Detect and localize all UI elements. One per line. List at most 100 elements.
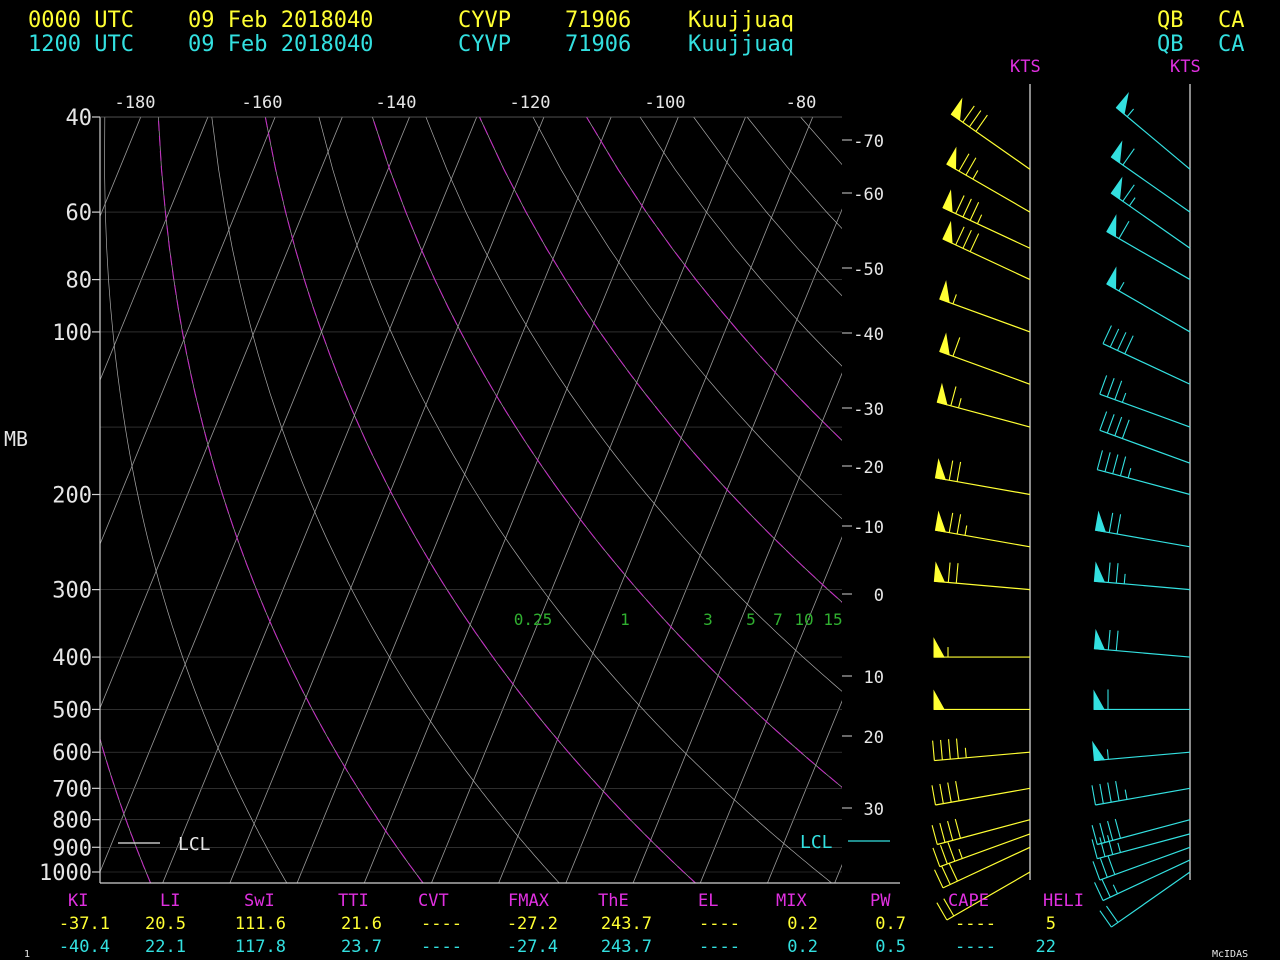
wind-barb-shaft: [1097, 469, 1191, 496]
wind-barb-flag: [1091, 785, 1097, 806]
isotherm-line: [431, 117, 746, 883]
pressure-tick-label: 800: [52, 809, 92, 834]
wind-barb-shaft: [1111, 156, 1191, 213]
wind-barb-half-flag: [958, 848, 963, 859]
wind-barb-flag: [1116, 514, 1122, 535]
wind-barb-flag: [1107, 562, 1111, 583]
mixing-ratio-label: 5: [746, 610, 756, 629]
wind-barb: [936, 871, 1031, 921]
wind-barb-shaft: [937, 401, 1031, 428]
wind-barb: [1092, 846, 1191, 881]
wind-barb-flag: [969, 202, 980, 221]
wind-barb-half-flag: [976, 214, 983, 224]
wind-barb-half-flag: [1128, 197, 1136, 207]
pressure-unit-label: MB: [4, 427, 28, 451]
wind-barb-flag: [931, 825, 938, 845]
lcl-label: LCL: [178, 834, 211, 855]
wind-barb: [1115, 92, 1191, 170]
indices-row-1200: -40.4 22.1 117.8 23.7 ---- -27.4 243.7 -…: [59, 937, 1056, 957]
plot-frame: [92, 116, 900, 884]
wind-barb-flag: [1118, 220, 1130, 239]
wind-barb-flag: [962, 198, 972, 218]
isotherm-line: [632, 372, 842, 883]
pressure-tick-label: 700: [52, 777, 92, 802]
wind-barb-flag: [1107, 835, 1114, 855]
wind-barb-pennant: [1106, 266, 1117, 290]
lcl-marker-0000: LCL: [118, 834, 211, 855]
wind-barb: [1094, 510, 1191, 548]
header-country: CA: [1218, 8, 1245, 33]
index-header: MIX: [776, 891, 807, 911]
wind-barb-pennant: [939, 280, 950, 304]
wind-barb-flag: [947, 820, 954, 841]
background-lines: [100, 117, 842, 883]
wind-barb-flag: [1105, 905, 1119, 923]
wind-barb-half-flag: [972, 170, 979, 180]
wind-barb-shaft: [942, 207, 1031, 249]
wind-barb-shaft: [1106, 231, 1191, 281]
wind-barb-flag: [1112, 454, 1119, 474]
index-value: -37.1: [59, 914, 110, 934]
wind-barb-pennant: [1110, 140, 1123, 164]
mixing-ratio-label: 1: [620, 610, 630, 629]
header-time: 1200 UTC: [28, 32, 134, 57]
wind-barb-flag: [948, 512, 954, 533]
header-row-1200: 1200 UTC 09 Feb 2018040 CYVP 71906 Kuujj…: [28, 32, 1245, 57]
mixing-ratio-label: 15: [823, 610, 842, 629]
right-temperature-tick-label: -40: [853, 325, 884, 345]
index-value: 0.2: [787, 937, 818, 957]
header-date: 09 Feb 2018040: [188, 8, 373, 33]
wind-barb-flag: [955, 738, 959, 759]
wind-barb-flag: [1099, 837, 1106, 857]
wind-barb-flag: [1099, 910, 1112, 928]
isotherm-line: [229, 117, 545, 883]
index-value: 5: [1046, 914, 1056, 934]
index-value: ----: [421, 914, 462, 934]
wind-barb-flag: [1099, 858, 1108, 878]
wind-barb: [936, 382, 1031, 428]
wind-barb-pennant: [942, 189, 953, 213]
wind-barb-flag: [948, 739, 951, 760]
wind-barb: [934, 458, 1031, 496]
wind-barb-half-flag: [1121, 392, 1127, 403]
pressure-tick-label: 1000: [39, 861, 92, 886]
wind-barb-flag: [968, 110, 982, 128]
index-header: ThE: [598, 891, 629, 911]
wind-barb-shaft: [1095, 529, 1191, 548]
top-temperature-tick-label: -100: [645, 93, 686, 113]
wind-barb-flag: [1106, 414, 1115, 434]
pressure-tick-label: 60: [66, 201, 93, 226]
lcl-label: LCL: [800, 832, 833, 853]
wind-barb: [1092, 740, 1191, 762]
wind-barb: [933, 637, 1030, 658]
wind-barb: [1099, 411, 1191, 464]
wind-barb-pennant: [1093, 689, 1105, 710]
wind-barb-flag: [940, 739, 943, 760]
index-value: ----: [699, 937, 740, 957]
wind-barb-flag: [943, 898, 955, 917]
dry-adiabat-line: [104, 117, 288, 883]
header-station: CYVP: [458, 8, 511, 33]
wind-barb-pennant: [933, 561, 946, 583]
wind-barb-half-flag: [952, 294, 957, 305]
wind-barb: [933, 561, 1031, 591]
wind-barb-flag: [952, 337, 961, 357]
isotherm-line: [296, 117, 612, 883]
index-value: -40.4: [59, 937, 110, 957]
indices-row-0000: -37.1 20.5 111.6 21.6 ---- -27.2 243.7 -…: [59, 914, 1056, 934]
wind-barb-pennant: [1093, 628, 1106, 651]
dry-adiabat-line: [372, 117, 842, 788]
isotherm-line: [100, 117, 343, 710]
wind-barb-shaft: [1099, 846, 1191, 881]
right-temperature-tick-label: -30: [853, 400, 884, 420]
wind-barb-flag: [1096, 450, 1103, 470]
mixing-ratio-label: 7: [773, 610, 783, 629]
wind-barb-shaft: [935, 529, 1031, 548]
mixing-ratio-label: 0.25: [514, 610, 553, 629]
wind-barbs-1200: [1091, 92, 1191, 928]
wind-barb: [931, 818, 1031, 846]
wind-barb-half-flag: [1123, 573, 1126, 584]
lcl-marker-1200: LCL: [800, 832, 890, 853]
